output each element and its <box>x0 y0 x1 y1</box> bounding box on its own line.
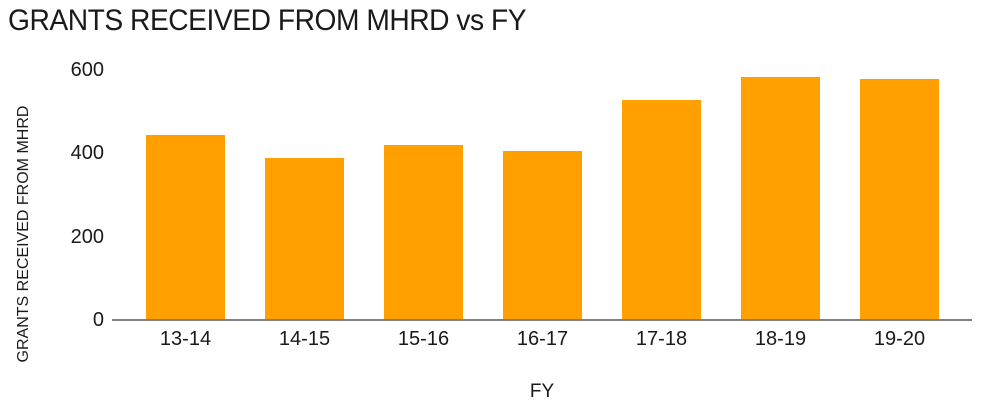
x-tick-label: 19-20 <box>873 328 926 350</box>
plot-area <box>112 70 972 320</box>
y-tick-label: 400 <box>70 142 104 165</box>
y-tick-label: 0 <box>92 309 104 331</box>
bar-18-19 <box>741 77 820 320</box>
x-tick-label: 17-18 <box>635 328 688 350</box>
chart-title: GRANTS RECEIVED FROM MHRD vs FY <box>8 4 527 37</box>
bar-15-16 <box>384 145 463 320</box>
x-tick-label: 18-19 <box>754 328 807 350</box>
x-tick-label: 15-16 <box>397 328 450 350</box>
y-tick-label: 200 <box>70 225 104 248</box>
x-tick-label: 14-15 <box>278 328 331 350</box>
bar-13-14 <box>146 134 225 320</box>
bar-14-15 <box>265 157 344 320</box>
x-axis-line <box>112 319 972 321</box>
x-tick-label: 16-17 <box>516 328 569 350</box>
x-axis-title: FY <box>529 381 555 402</box>
x-tick-label: 13-14 <box>159 328 212 350</box>
bar-19-20 <box>860 79 939 320</box>
bar-16-17 <box>503 151 582 320</box>
bar-17-18 <box>622 100 701 320</box>
y-tick-label: 600 <box>70 59 104 81</box>
